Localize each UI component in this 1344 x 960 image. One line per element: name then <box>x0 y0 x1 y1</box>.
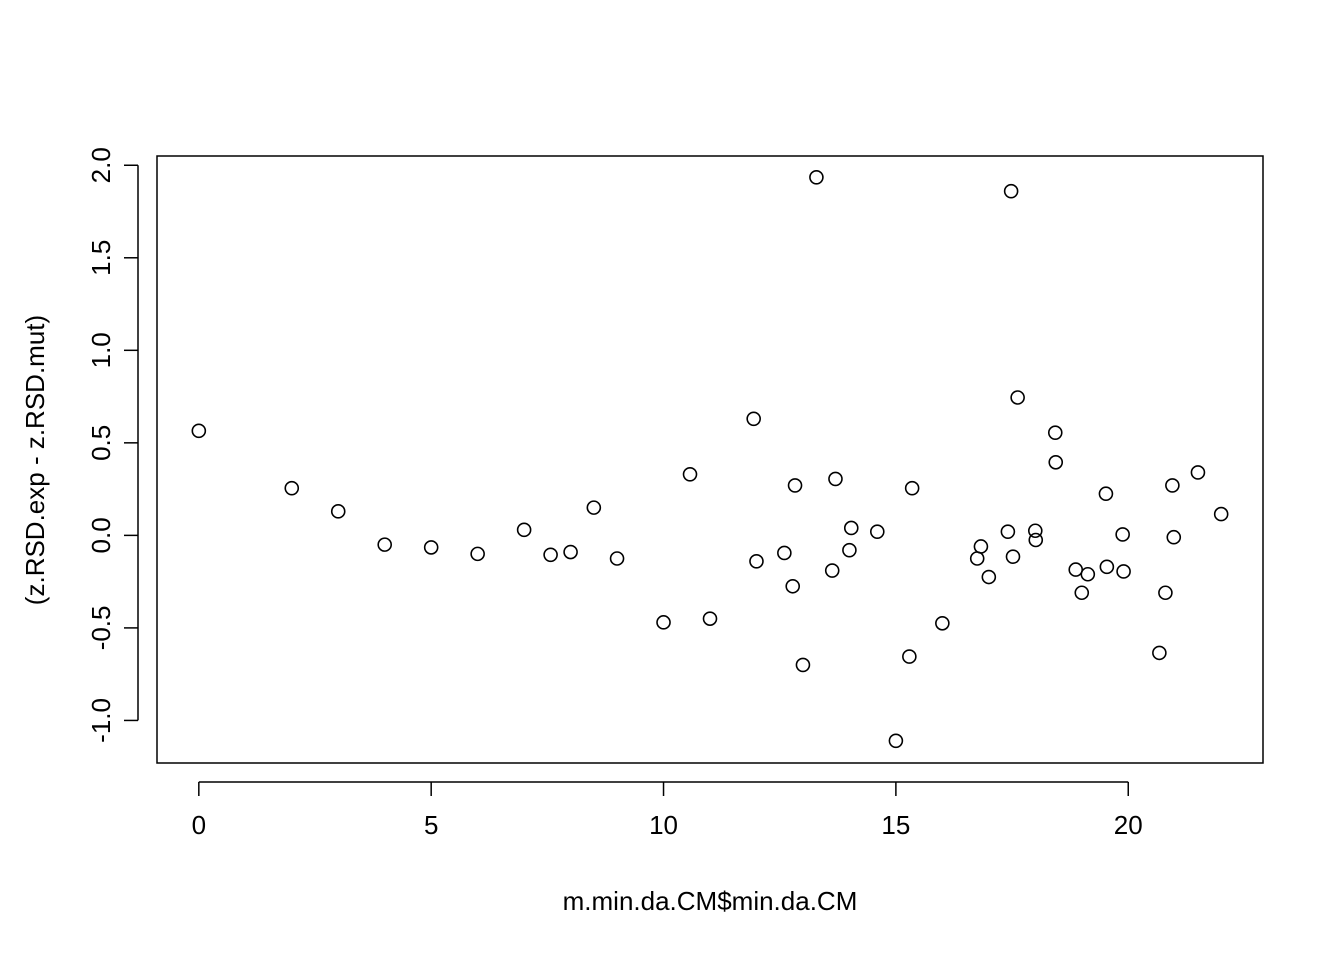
x-axis: 0 5 10 15 20 <box>192 781 1143 840</box>
data-point <box>973 539 989 554</box>
data-point <box>902 649 917 664</box>
data-point <box>1099 559 1115 575</box>
data-point <box>843 520 859 536</box>
y-tick-label: -0.5 <box>86 605 116 650</box>
data-point <box>981 569 997 585</box>
data-point <box>1152 645 1167 661</box>
data-point <box>888 733 904 749</box>
data-point <box>787 478 803 493</box>
data-point <box>1115 527 1130 542</box>
data-point <box>1158 585 1173 601</box>
data-point <box>1213 506 1229 522</box>
y-axis: -1.0 -0.5 0.0 0.5 1.0 1.5 2.0 <box>86 147 139 743</box>
y-tick-label: -1.0 <box>86 698 116 743</box>
data-point <box>423 540 439 555</box>
data-point <box>516 522 532 538</box>
data-point <box>1116 564 1131 579</box>
data-point <box>869 524 885 539</box>
data-point <box>543 547 558 563</box>
data-point <box>586 500 602 515</box>
x-tick-label: 10 <box>649 810 678 840</box>
data-point <box>1028 532 1044 548</box>
data-point <box>824 563 840 578</box>
data-point <box>1048 454 1064 470</box>
data-point <box>828 471 843 487</box>
y-tick-label: 0.0 <box>86 517 116 553</box>
data-point <box>563 544 578 560</box>
data-point <box>1166 529 1182 545</box>
data-point <box>682 467 698 482</box>
data-point <box>785 578 801 594</box>
y-tick-label: 2.0 <box>86 147 116 183</box>
data-point <box>377 537 393 552</box>
data-point <box>795 657 811 673</box>
y-tick-label: 1.0 <box>86 332 116 368</box>
y-axis-label: (z.RSD.exp - z.RSD.mut) <box>20 315 50 605</box>
data-point <box>1080 566 1096 582</box>
data-point <box>1005 549 1021 564</box>
data-point <box>330 504 346 519</box>
data-point <box>609 551 625 566</box>
data-point <box>284 480 300 496</box>
data-point <box>749 553 764 569</box>
data-point <box>1190 465 1206 480</box>
y-tick-label: 1.5 <box>86 240 116 276</box>
data-point <box>702 611 718 626</box>
data-point <box>777 545 792 561</box>
data-point <box>1074 585 1090 601</box>
plot-area-border <box>156 155 1264 764</box>
x-tick-label: 0 <box>192 810 206 840</box>
data-point <box>935 615 950 631</box>
data-point <box>842 542 857 558</box>
data-point <box>1027 523 1043 539</box>
data-point <box>470 546 485 562</box>
x-tick-label: 5 <box>424 810 438 840</box>
data-points <box>191 169 1229 749</box>
x-tick-label: 15 <box>881 810 910 840</box>
data-point <box>1000 524 1016 539</box>
data-point <box>1098 486 1114 502</box>
data-point <box>656 615 671 630</box>
data-point <box>1003 183 1019 199</box>
data-point <box>1165 478 1180 493</box>
data-point <box>1047 425 1063 440</box>
data-point <box>746 411 761 427</box>
data-point <box>904 480 920 496</box>
data-point <box>809 169 824 185</box>
data-point <box>191 423 207 439</box>
x-tick-label: 20 <box>1114 810 1143 840</box>
x-axis-label: m.min.da.CM$min.da.CM <box>563 886 858 916</box>
data-point <box>1010 390 1025 405</box>
y-tick-label: 0.5 <box>86 425 116 461</box>
